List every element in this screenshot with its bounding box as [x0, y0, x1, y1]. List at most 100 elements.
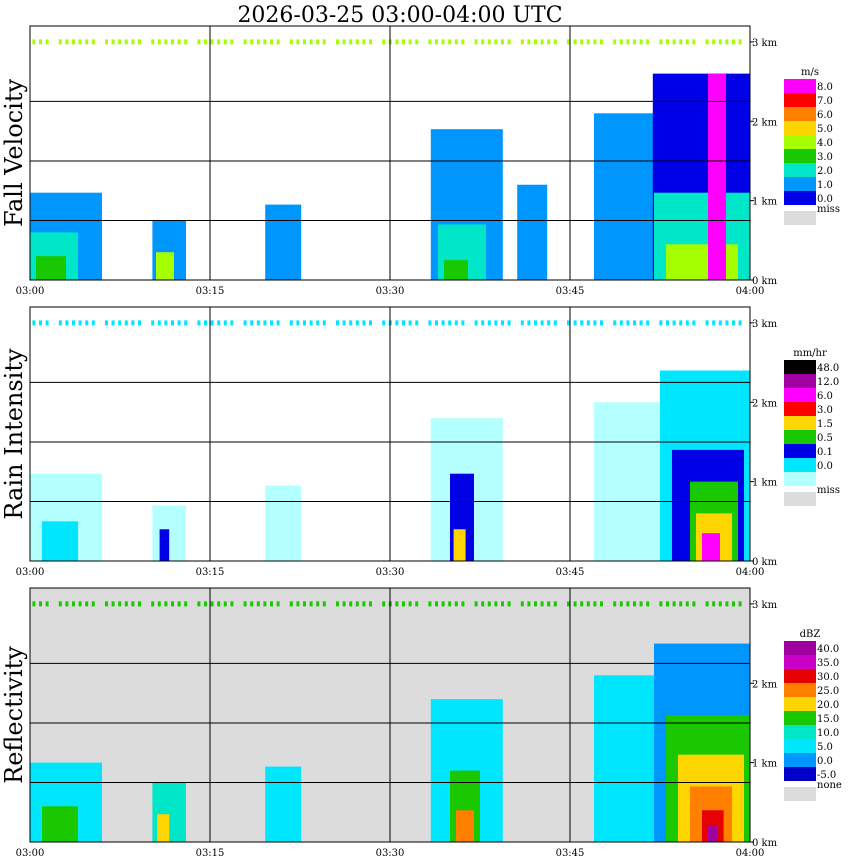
colorbar-label: 0.5	[817, 433, 833, 444]
echo-band-segment	[600, 320, 603, 326]
echo-band-segment	[520, 320, 524, 326]
echo-band-segment	[659, 320, 663, 326]
echo-band-segment	[322, 320, 326, 326]
echo-band-segment	[679, 39, 683, 45]
echo-band-segment	[85, 320, 89, 326]
echo-band-segment	[547, 601, 551, 607]
echo-band-segment	[441, 39, 445, 45]
echo-band-segment	[666, 39, 669, 45]
echo-band-segment	[626, 320, 630, 326]
echo-band-segment	[738, 601, 742, 607]
colorbar-label: 6.0	[817, 110, 833, 121]
echo-band-segment	[692, 320, 696, 326]
echo-band-segment	[685, 320, 689, 326]
echo-band-segment	[474, 39, 478, 45]
echo-band-segment	[481, 39, 485, 45]
echo-band-segment	[124, 39, 128, 45]
echo-band-segment	[494, 320, 498, 326]
echo-band-segment	[164, 601, 168, 607]
echo-band-segment	[355, 39, 359, 45]
y-tick-label: 2 km	[752, 398, 778, 409]
echo-band-segment	[210, 601, 214, 607]
echo-band-segment	[276, 39, 280, 45]
echo-band-segment	[164, 39, 168, 45]
echo-band-segment	[45, 320, 49, 326]
colorbar-label: 10.0	[817, 728, 839, 739]
echo-band-segment	[593, 39, 597, 45]
echo-band-segment	[738, 320, 742, 326]
colorbar-swatch	[784, 191, 816, 205]
echo-cell	[159, 529, 170, 561]
colorbar-label: 0.1	[817, 447, 833, 458]
y-tick-label: 3 km	[752, 600, 778, 611]
echo-band-segment	[646, 39, 650, 45]
colorbar-swatch	[784, 388, 816, 402]
echo-band-segment	[276, 601, 280, 607]
echo-band-segment	[118, 39, 122, 45]
echo-band-segment	[177, 39, 181, 45]
echo-band-segment	[217, 601, 221, 607]
colorbar-swatch	[784, 135, 816, 149]
echo-band-segment	[111, 601, 115, 607]
echo-band-segment	[501, 320, 504, 326]
echo-band-segment	[659, 601, 663, 607]
echo-band-segment	[395, 601, 399, 607]
colorbar-swatch	[784, 177, 816, 191]
echo-band-segment	[223, 320, 227, 326]
echo-band-segment	[666, 320, 669, 326]
echo-band-segment	[461, 39, 465, 45]
echo-band-segment	[619, 320, 623, 326]
colorbar-label: 0.0	[817, 461, 833, 472]
echo-band-segment	[204, 320, 207, 326]
y-tick-label: 3 km	[752, 38, 778, 49]
y-tick-label: 0 km	[752, 557, 778, 568]
colorbar-swatch	[784, 93, 816, 107]
echo-band-segment	[408, 320, 412, 326]
echo-band-segment	[309, 39, 313, 45]
echo-band-segment	[197, 320, 201, 326]
echo-cell	[708, 73, 726, 280]
colorbar-label: 6.0	[817, 391, 833, 402]
echo-band-segment	[72, 601, 75, 607]
echo-band-segment	[177, 601, 181, 607]
echo-band-segment	[415, 601, 419, 607]
x-tick-label: 03:30	[376, 567, 405, 578]
echo-band-segment	[65, 320, 69, 326]
echo-band-segment	[230, 39, 234, 45]
colorbar-label: 2.0	[817, 166, 833, 177]
echo-band-segment	[626, 39, 630, 45]
echo-band-segment	[342, 39, 346, 45]
echo-band-segment	[646, 601, 650, 607]
echo-band-segment	[382, 320, 386, 326]
colorbar-swatch	[784, 374, 816, 388]
colorbar-missing-swatch	[784, 492, 816, 506]
colorbar-label: 4.0	[817, 138, 833, 149]
echo-band-segment	[349, 39, 353, 45]
echo-band-segment	[580, 601, 584, 607]
y-tick-label: 3 km	[752, 319, 778, 330]
x-tick-label: 04:00	[736, 567, 765, 578]
colorbar-swatch	[784, 641, 816, 655]
echo-band-segment	[712, 39, 716, 45]
echo-band-segment	[487, 39, 491, 45]
echo-band-segment	[111, 320, 115, 326]
echo-band-segment	[613, 320, 617, 326]
echo-band-segment	[131, 39, 135, 45]
echo-band-segment	[177, 320, 181, 326]
echo-band-segment	[547, 320, 551, 326]
colorbar-missing-swatch	[784, 211, 816, 225]
echo-band-segment	[732, 601, 735, 607]
echo-band-segment	[718, 601, 722, 607]
echo-band-segment	[270, 39, 273, 45]
y-tick-label: 1 km	[752, 197, 778, 208]
echo-cell	[702, 533, 720, 561]
echo-band-segment	[580, 39, 584, 45]
echo-band-segment	[250, 601, 254, 607]
echo-band-segment	[58, 601, 62, 607]
echo-band-segment	[91, 601, 95, 607]
echo-band-segment	[474, 320, 478, 326]
colorbar-swatch	[784, 121, 816, 135]
echo-band-segment	[118, 320, 122, 326]
echo-band-segment	[256, 601, 260, 607]
echo-band-segment	[171, 320, 174, 326]
